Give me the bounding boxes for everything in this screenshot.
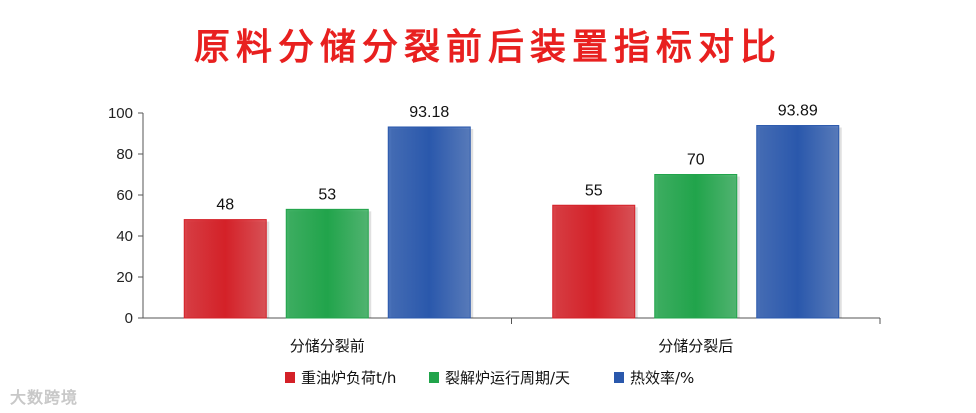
data-label: 70: [687, 152, 705, 169]
data-labels: 48 53 93.18 55 70 93.89: [216, 103, 818, 214]
legend-item: 重油炉负荷t/h: [285, 369, 396, 387]
legend: 重油炉负荷t/h 裂解炉运行周期/天 热效率/%: [285, 369, 694, 387]
bar: [183, 219, 267, 319]
legend-swatch: [614, 372, 624, 383]
data-label: 93.89: [778, 103, 818, 120]
legend-label: 重油炉负荷t/h: [301, 369, 396, 387]
data-label: 48: [216, 197, 234, 214]
bar: [552, 204, 636, 319]
bar: [756, 125, 840, 319]
legend-label: 热效率/%: [630, 369, 694, 387]
bar: [387, 126, 471, 319]
y-tick-label: 20: [116, 269, 133, 286]
data-label: 53: [318, 186, 336, 203]
data-label: 55: [585, 182, 603, 199]
legend-swatch: [285, 372, 295, 383]
y-tick-label: 40: [116, 228, 133, 245]
axes: 0 20 40 60 80 100 分储分裂前 分储分裂后: [108, 105, 881, 355]
y-tick-label: 0: [125, 310, 133, 327]
legend-label: 裂解炉运行周期/天: [445, 369, 570, 387]
chart-title: 原料分储分裂前后装置指标对比: [193, 27, 782, 68]
x-category-label: 分储分裂前: [290, 337, 365, 355]
y-tick-label: 60: [116, 187, 133, 204]
bar: [285, 208, 369, 319]
bars: [183, 125, 842, 319]
legend-item: 热效率/%: [614, 369, 694, 387]
legend-item: 裂解炉运行周期/天: [429, 369, 570, 387]
watermark-logo: 大数跨境: [10, 384, 78, 408]
data-label: 93.18: [409, 104, 449, 121]
y-tick-label: 80: [116, 146, 133, 163]
bar: [654, 174, 738, 319]
watermark-text: 大数跨境: [10, 388, 79, 407]
y-tick-label: 100: [108, 105, 133, 122]
legend-swatch: [429, 372, 439, 383]
x-category-label: 分储分裂后: [658, 337, 733, 355]
